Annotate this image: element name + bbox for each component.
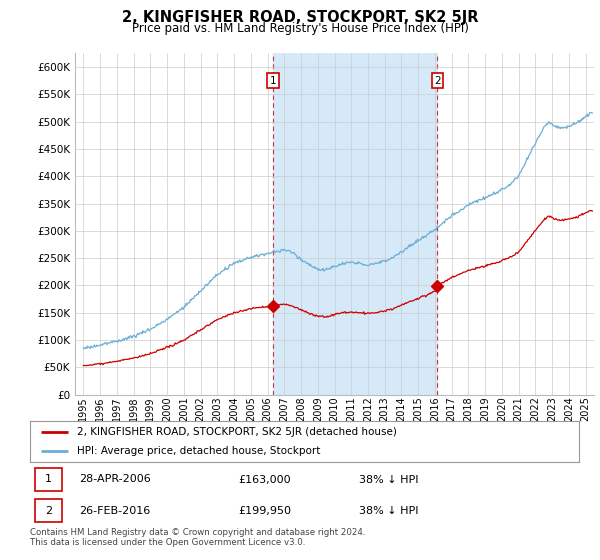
Text: 2: 2	[434, 76, 441, 86]
Text: £163,000: £163,000	[239, 474, 291, 484]
FancyBboxPatch shape	[35, 468, 62, 491]
FancyBboxPatch shape	[35, 500, 62, 522]
Text: Contains HM Land Registry data © Crown copyright and database right 2024.
This d: Contains HM Land Registry data © Crown c…	[30, 528, 365, 547]
Text: 28-APR-2006: 28-APR-2006	[79, 474, 151, 484]
Text: 1: 1	[269, 76, 276, 86]
Bar	[273, 53, 437, 395]
Text: Price paid vs. HM Land Registry's House Price Index (HPI): Price paid vs. HM Land Registry's House …	[131, 22, 469, 35]
Text: HPI: Average price, detached house, Stockport: HPI: Average price, detached house, Stoc…	[77, 446, 320, 456]
Text: 38% ↓ HPI: 38% ↓ HPI	[359, 506, 419, 516]
Text: £199,950: £199,950	[239, 506, 292, 516]
Text: 26-FEB-2016: 26-FEB-2016	[79, 506, 151, 516]
Text: 1: 1	[45, 474, 52, 484]
Text: 2, KINGFISHER ROAD, STOCKPORT, SK2 5JR (detached house): 2, KINGFISHER ROAD, STOCKPORT, SK2 5JR (…	[77, 427, 397, 437]
Text: 2: 2	[45, 506, 52, 516]
Text: 2, KINGFISHER ROAD, STOCKPORT, SK2 5JR: 2, KINGFISHER ROAD, STOCKPORT, SK2 5JR	[122, 10, 478, 25]
Text: 38% ↓ HPI: 38% ↓ HPI	[359, 474, 419, 484]
